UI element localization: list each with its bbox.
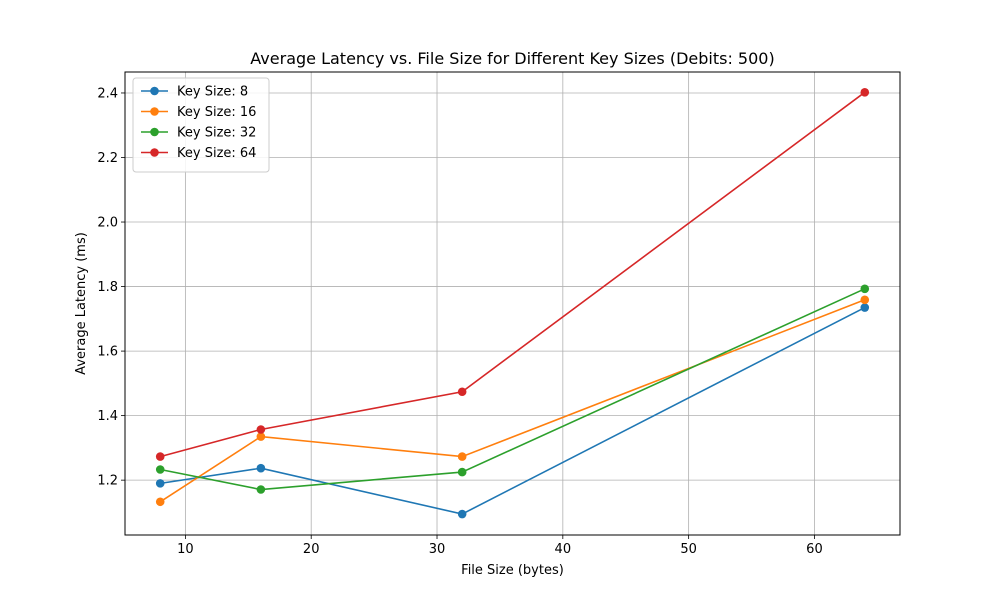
- legend-swatch-marker: [150, 148, 159, 157]
- x-tick-label: 50: [680, 542, 697, 557]
- data-point: [256, 463, 266, 473]
- data-point: [155, 479, 165, 488]
- y-axis: 1.2 1.4 1.6 1.8 2.0 2.2 2.4: [97, 86, 125, 489]
- data-point: [155, 452, 165, 461]
- y-tick-label: 1.4: [97, 409, 118, 424]
- data-point: [155, 497, 165, 507]
- series-line: [159, 299, 866, 503]
- y-axis-label: Average Latency (ms): [74, 232, 89, 375]
- series-layer: [155, 88, 870, 519]
- legend: Key Size: 8 Key Size: 16 Key Size: 32 Key S…: [132, 77, 270, 173]
- data-point: [457, 452, 467, 461]
- data-point: [457, 387, 467, 397]
- legend-label: Key Size: 16: [177, 105, 256, 120]
- legend-item: Key Size: 16: [141, 105, 256, 120]
- x-tick-label: 10: [177, 542, 194, 557]
- y-tick-label: 1.8: [97, 280, 118, 295]
- chart-title: Average Latency vs. File Size for Differ…: [250, 49, 774, 68]
- series-2: [155, 295, 870, 507]
- legend-item: Key Size: 32: [141, 126, 256, 141]
- data-point: [155, 465, 165, 474]
- series-line: [160, 91, 866, 458]
- y-tick-label: 2.2: [97, 151, 118, 166]
- series-line: [160, 306, 866, 515]
- y-tick-label: 1.2: [97, 474, 118, 489]
- legend-item: Key Size: 64: [141, 146, 256, 161]
- y-tick-label: 1.6: [97, 345, 118, 360]
- x-tick-label: 40: [555, 542, 572, 557]
- data-point: [457, 509, 467, 519]
- plot-frame: [124, 71, 901, 536]
- data-point: [860, 284, 870, 294]
- data-point: [457, 467, 467, 477]
- x-axis-label: File Size (bytes): [461, 563, 564, 578]
- series-line: [160, 288, 866, 491]
- data-point: [860, 295, 870, 305]
- data-point: [860, 303, 870, 312]
- legend-item: Key Size: 8: [141, 85, 248, 100]
- data-point: [256, 432, 266, 441]
- x-tick-label: 20: [303, 542, 320, 557]
- series-1: [155, 303, 870, 519]
- data-point: [256, 425, 266, 434]
- x-tick-label: 30: [429, 542, 446, 557]
- series-4: [155, 88, 870, 461]
- y-tick-label: 2.4: [97, 86, 118, 101]
- x-tick-label: 60: [806, 542, 823, 557]
- legend-swatch-marker: [150, 127, 159, 137]
- legend-label: Key Size: 32: [177, 126, 256, 141]
- legend-box: [132, 77, 270, 173]
- x-axis: 10 20 30 40 50 60: [177, 535, 823, 557]
- legend-swatch-marker: [150, 107, 159, 116]
- series-3: [155, 284, 870, 494]
- legend-label: Key Size: 64: [177, 146, 256, 161]
- data-point: [860, 88, 870, 97]
- data-point: [256, 485, 266, 494]
- legend-swatch-marker: [150, 86, 159, 96]
- y-tick-label: 2.0: [97, 216, 118, 231]
- legend-label: Key Size: 8: [177, 85, 248, 100]
- grid-lines: [125, 72, 900, 535]
